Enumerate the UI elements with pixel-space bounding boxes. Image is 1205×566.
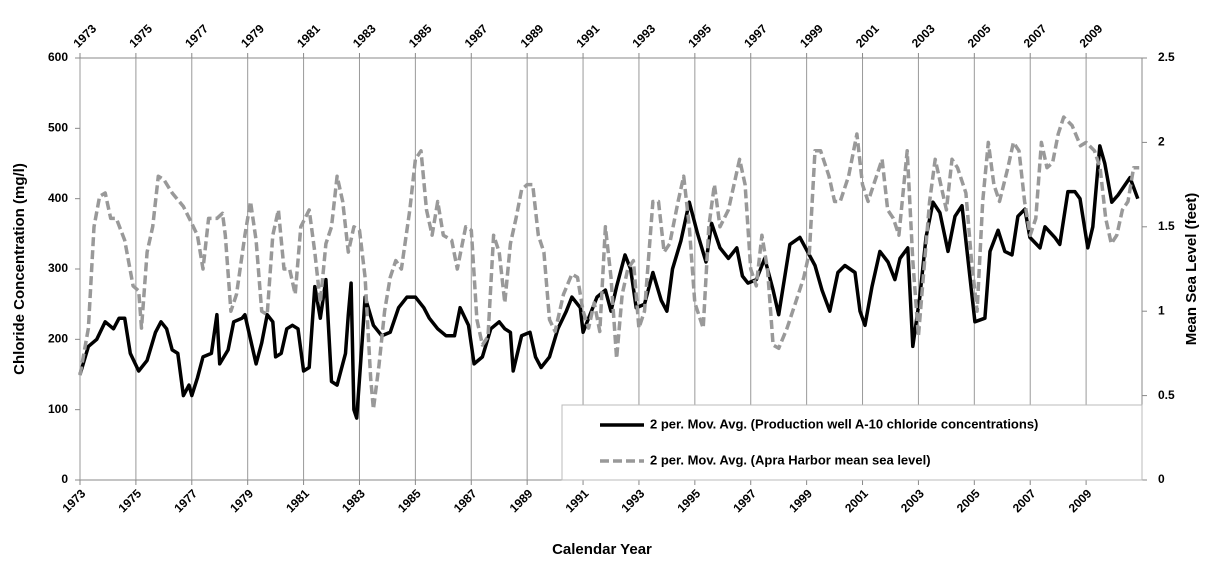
x-tick-label: 1999 — [786, 486, 815, 515]
top-x-tick-label: 1979 — [238, 21, 267, 50]
x-tick-label: 1997 — [730, 486, 759, 515]
y-tick-label: 500 — [48, 121, 68, 135]
y2-tick-label: 2.5 — [1158, 50, 1175, 64]
y-tick-label: 300 — [48, 261, 68, 275]
y2-tick-label: 0.5 — [1158, 388, 1175, 402]
y-tick-label: 0 — [61, 472, 68, 486]
y-tick-label: 600 — [48, 50, 68, 64]
y2-tick-label: 0 — [1158, 472, 1165, 486]
y-tick-label: 100 — [48, 402, 68, 416]
x-tick-label: 2001 — [842, 486, 871, 515]
legend-text: 2 per. Mov. Avg. (Production well A-10 c… — [650, 416, 1038, 431]
y2-tick-label: 1.5 — [1158, 219, 1175, 233]
top-x-tick-label: 1975 — [126, 21, 155, 50]
x-tick-label: 1993 — [619, 486, 648, 515]
legend-text: 2 per. Mov. Avg. (Apra Harbor mean sea l… — [650, 452, 931, 467]
series-line — [78, 144, 1140, 420]
x-tick-label: 1983 — [339, 486, 368, 515]
x-tick-label: 2005 — [954, 486, 983, 515]
series-line — [78, 115, 1140, 411]
top-x-tick-label: 1999 — [797, 21, 826, 50]
x-tick-label: 1977 — [171, 486, 200, 515]
x-axis-title: Calendar Year — [552, 541, 652, 558]
top-x-tick-label: 1993 — [629, 21, 658, 50]
x-tick-label: 1975 — [115, 486, 144, 515]
x-tick-label: 1979 — [227, 486, 256, 515]
top-x-tick-label: 1985 — [406, 21, 435, 50]
top-x-tick-label: 1997 — [741, 21, 770, 50]
top-x-tick-label: 1981 — [294, 21, 323, 50]
top-x-tick-label: 2003 — [909, 21, 938, 50]
x-tick-label: 1973 — [60, 486, 89, 515]
x-tick-label: 1995 — [674, 486, 703, 515]
y-axis-title: Chloride Concentration (mg/l) — [11, 163, 28, 375]
top-x-tick-label: 2005 — [965, 21, 994, 50]
top-x-tick-label: 2001 — [853, 21, 882, 50]
y-tick-label: 200 — [48, 332, 68, 346]
top-x-tick-label: 1995 — [685, 21, 714, 50]
legend-box — [561, 404, 1143, 481]
top-x-tick-label: 2007 — [1021, 21, 1050, 50]
y2-tick-label: 1 — [1158, 303, 1165, 317]
y2-tick-label: 2 — [1158, 135, 1165, 149]
x-tick-label: 1989 — [507, 486, 536, 515]
x-tick-label: 2007 — [1010, 486, 1039, 515]
y2-axis-title: Mean Sea Level (feet) — [1183, 193, 1200, 346]
x-tick-label: 1987 — [451, 486, 480, 515]
x-tick-label: 1981 — [283, 486, 312, 515]
top-x-tick-label: 1987 — [462, 21, 491, 50]
top-x-tick-label: 1991 — [574, 21, 603, 50]
top-x-tick-label: 1973 — [70, 21, 99, 50]
top-x-tick-label: 1983 — [350, 21, 379, 50]
top-x-tick-label: 1977 — [182, 21, 211, 50]
top-x-tick-label: 1989 — [518, 21, 547, 50]
x-tick-label: 2009 — [1066, 486, 1095, 515]
legend: 2 per. Mov. Avg. (Production well A-10 c… — [561, 404, 1143, 481]
x-tick-label: 1991 — [563, 486, 592, 515]
top-x-tick-label: 2009 — [1077, 21, 1106, 50]
x-tick-label: 1985 — [395, 486, 424, 515]
x-tick-label: 2003 — [898, 486, 927, 515]
y-tick-label: 400 — [48, 191, 68, 205]
